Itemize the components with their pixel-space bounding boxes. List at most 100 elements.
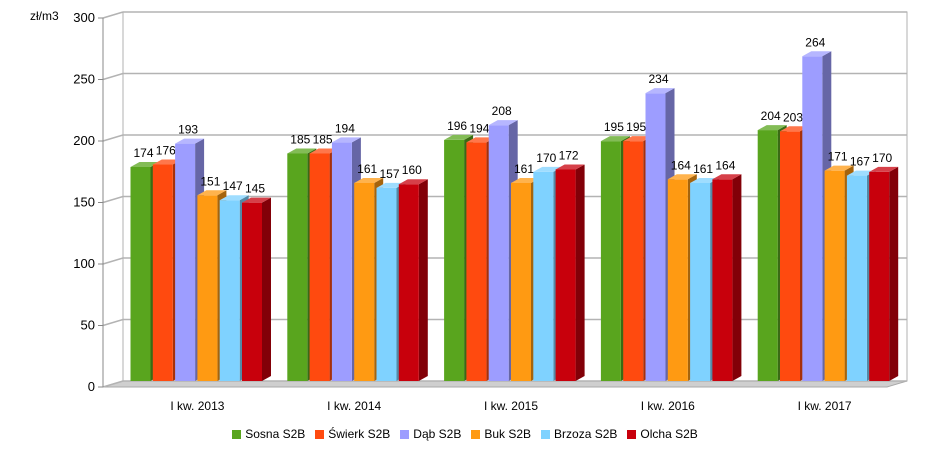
gridline-side [102, 72, 124, 81]
bar [846, 175, 867, 381]
y-tick-label: 50 [81, 318, 95, 333]
bar [824, 170, 845, 381]
data-label: 164 [671, 158, 691, 172]
data-label: 196 [447, 119, 467, 133]
bar [780, 131, 800, 381]
bar-top [511, 177, 540, 183]
data-label: 204 [761, 109, 781, 123]
bar-top [398, 179, 428, 185]
bar [869, 171, 890, 381]
legend-label: Brzoza S2B [554, 427, 618, 441]
x-tick-label: I kw. 2014 [327, 399, 381, 413]
gridline-side [102, 195, 124, 204]
bar-side [418, 179, 428, 381]
data-label: 161 [357, 162, 377, 176]
bar [309, 153, 330, 381]
bar [219, 200, 240, 381]
bar-side [889, 166, 899, 381]
legend-label: Świerk S2B [328, 427, 391, 441]
bar [197, 195, 218, 381]
y-tick-label: 200 [73, 133, 95, 148]
bar-top [354, 177, 384, 183]
bar [667, 179, 688, 381]
gridline-side [102, 318, 124, 327]
bar-top [242, 197, 271, 203]
legend-item: Sosna S2B [232, 427, 305, 441]
bar-top [219, 195, 249, 201]
y-tick-label: 0 [88, 379, 95, 394]
x-tick-label: I kw. 2013 [170, 399, 224, 413]
data-label: 208 [492, 104, 512, 118]
y-tick-label: 250 [73, 72, 95, 87]
y-tick-label: 300 [73, 10, 95, 25]
bar-top [555, 164, 585, 170]
x-tick-label: I kw. 2017 [798, 399, 852, 413]
legend-label: Buk S2B [484, 427, 532, 441]
data-label: 160 [402, 163, 422, 177]
data-label: 264 [805, 35, 825, 49]
data-label: 203 [783, 110, 803, 124]
bar-top [824, 165, 854, 171]
bar [444, 139, 465, 381]
bar-top [690, 177, 720, 183]
bar-top [130, 161, 160, 167]
bar-top [645, 88, 675, 94]
x-tick-label: I kw. 2016 [641, 399, 695, 413]
gridline-side [102, 11, 124, 19]
bar [712, 179, 733, 381]
gridline-side [102, 134, 124, 142]
data-label: 185 [290, 132, 310, 146]
bar [130, 166, 151, 381]
bar-top [533, 166, 563, 172]
bar-top [466, 137, 496, 143]
bar-side [262, 197, 271, 381]
bar-top [152, 159, 182, 165]
bar-top [376, 182, 406, 188]
legend-swatch [232, 429, 242, 439]
bar-top [780, 126, 809, 132]
bar [466, 142, 487, 381]
bar-top [197, 190, 227, 196]
bar-top [488, 120, 518, 126]
data-label: 195 [626, 120, 646, 134]
legend-item: Brzoza S2B [541, 427, 617, 441]
legend-swatch [627, 429, 637, 439]
data-label: 151 [200, 174, 220, 188]
gridline-side [102, 257, 124, 265]
bar [175, 143, 196, 381]
bar-top [287, 148, 317, 154]
bar [242, 202, 262, 381]
legend-item: Buk S2B [471, 427, 531, 441]
data-label: 167 [850, 155, 870, 169]
data-label: 161 [693, 162, 713, 176]
bar-top [869, 166, 899, 172]
legend-item: Świerk S2B [315, 427, 390, 441]
data-label: 147 [223, 179, 243, 193]
bar-side [732, 174, 742, 381]
bar [645, 93, 666, 382]
data-label: 194 [335, 121, 355, 135]
legend-item: Dąb S2B [400, 427, 461, 441]
bar-top [802, 51, 832, 57]
chart-floor [102, 380, 908, 388]
bar-top [309, 148, 339, 154]
data-label: 161 [514, 162, 534, 176]
legend-label: Sosna S2B [245, 427, 306, 441]
data-label: 193 [178, 123, 198, 137]
data-label: 195 [604, 120, 624, 134]
bar [623, 141, 644, 381]
y-axis-unit-label: zł/m3 [30, 9, 59, 23]
data-label: 145 [245, 182, 265, 196]
bar [152, 164, 173, 381]
bar-top [757, 125, 787, 131]
bar [354, 182, 375, 381]
bar-top [667, 174, 697, 180]
bar-top [175, 138, 205, 144]
bar [488, 125, 509, 381]
bar [802, 56, 823, 381]
legend-swatch [315, 429, 325, 439]
legend-label: Olcha S2B [640, 427, 698, 441]
data-label: 176 [156, 144, 176, 158]
bar-top [444, 134, 474, 140]
